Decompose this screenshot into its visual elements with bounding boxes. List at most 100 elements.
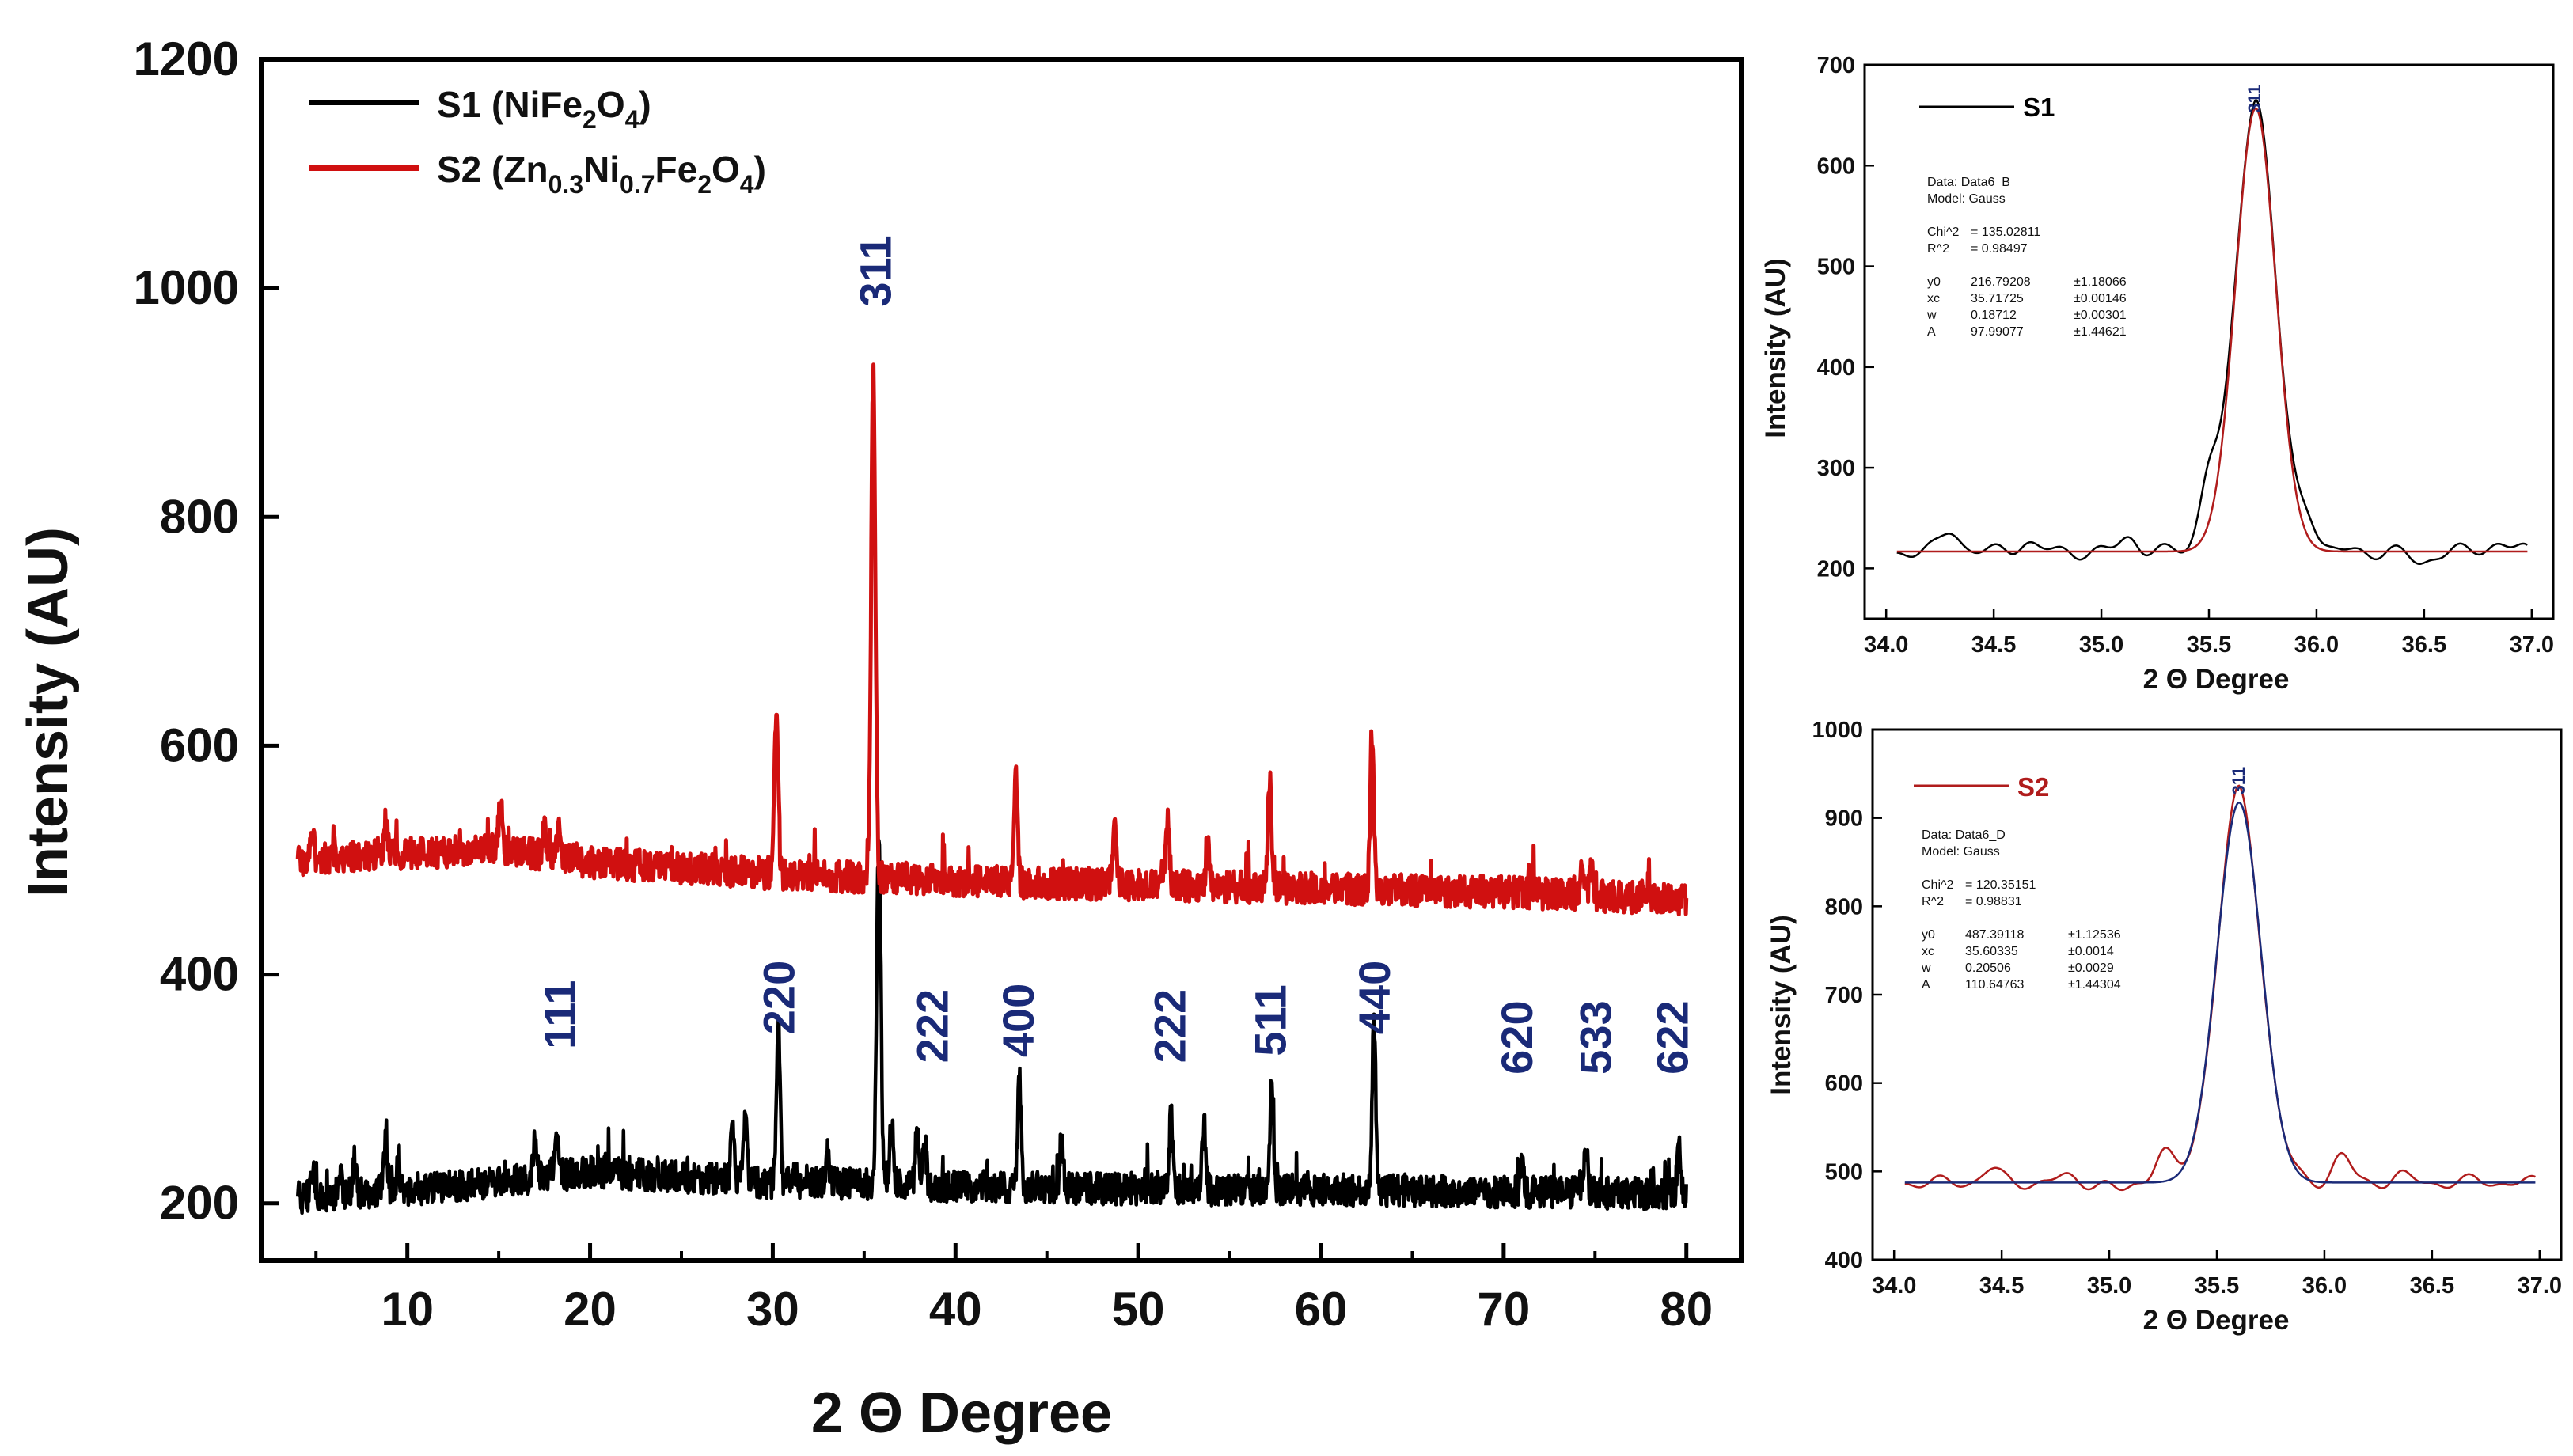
legend-s1-label: S1 (NiFe2O4) (437, 84, 651, 134)
fit-info-cell: ±0.00301 (2074, 309, 2127, 322)
fit-y-tick-label: 400 (1817, 355, 1855, 381)
legend-s2-mid2: Fe (655, 149, 698, 190)
fit-s2-ticks: 34.0 34.5 35.0 35.5 36.0 36.5 37.0 400 500 600 700… (1812, 718, 2562, 1299)
legend-s2-end: ) (754, 149, 766, 190)
fit-info-cell: 487.39118 (1965, 928, 2025, 942)
fit-info-cell: 35.60335 (1965, 945, 2018, 958)
fit-y-tick-label: 400 (1825, 1248, 1863, 1273)
legend-s1-mid: O (597, 84, 625, 125)
legend-s1-sub2: 4 (625, 105, 639, 134)
fit-s2-legend-label: S2 (2017, 772, 2049, 802)
fit-info-cell: R^2 (1927, 242, 1949, 256)
fit-info-cell: ±0.0014 (2068, 945, 2114, 958)
fit-s2-info-block: Data: Data6_D Model: Gauss Chi^2 = 120.3515… (1921, 828, 2121, 992)
fit-info-cell: 216.79208 (1971, 275, 2031, 289)
legend-s2-text: S2 (Zn (437, 149, 548, 190)
fit-y-tick-label: 600 (1817, 154, 1855, 179)
legend-s2-label: S2 (Zn0.3Ni0.7Fe2O4) (437, 149, 766, 199)
main-y-tick-label: 800 (160, 490, 239, 543)
hkl-label: 622 (1647, 1000, 1697, 1074)
fit-info-cell: A (1922, 978, 1930, 992)
fit-y-tick-label: 900 (1825, 806, 1863, 832)
fit-info-cell: = 120.35151 (1965, 878, 2036, 892)
fit-s1-plot-frame (1863, 63, 2555, 620)
fit-x-tick-label: 36.5 (2410, 1273, 2454, 1299)
legend-s2-mid3: O (712, 149, 740, 190)
hkl-label: 511 (1245, 984, 1295, 1056)
fit-info-cell: R^2 (1922, 895, 1944, 908)
fit-info-cell: ±1.18066 (2074, 275, 2127, 289)
fit-s2-chart: 34.0 34.5 35.0 35.5 36.0 36.5 37.0 400 500 600 700… (1766, 718, 2563, 1336)
main-x-axis-title: 2 Θ Degree (811, 1382, 1112, 1445)
main-hkl-labels: 311 111 220 222 400 222 511 440 620 533 622 (534, 235, 1697, 1074)
fit-x-tick-label: 37.0 (2510, 632, 2554, 658)
fit-info-cell: 110.64763 (1965, 978, 2025, 992)
fit-info-cell: xc (1922, 945, 1934, 958)
hkl-label: 220 (753, 961, 803, 1034)
main-x-tick-label: 70 (1478, 1283, 1531, 1336)
fit-x-tick-label: 35.0 (2079, 632, 2123, 658)
fit-x-tick-label: 34.5 (1971, 632, 2016, 658)
fit-y-tick-label: 700 (1825, 983, 1863, 1008)
fit-x-tick-label: 36.5 (2402, 632, 2446, 658)
fit-info-cell: y0 (1927, 275, 1941, 289)
legend-s2-sub3: 2 (697, 170, 712, 199)
main-y-tick-label: 200 (160, 1177, 239, 1230)
fit-info-cell: w (1921, 961, 1931, 975)
main-x-tick-label: 30 (746, 1283, 799, 1336)
fit-x-tick-label: 34.5 (1979, 1273, 2024, 1299)
fit-y-tick-label: 500 (1825, 1159, 1863, 1185)
fit-y-tick-label: 1000 (1812, 718, 1863, 743)
main-y-tick-label: 400 (160, 948, 239, 1001)
hkl-label: 222 (1144, 989, 1194, 1063)
main-x-tick-label: 40 (929, 1283, 982, 1336)
hkl-label: 311 (851, 235, 901, 306)
fit-info-cell: Chi^2 (1927, 226, 1960, 239)
fit-s2-x-axis-title: 2 Θ Degree (2143, 1305, 2290, 1336)
main-x-tick-label: 80 (1660, 1283, 1713, 1336)
main-x-tick-label: 20 (564, 1283, 617, 1336)
fit-info-cell: ±1.12536 (2068, 928, 2121, 942)
legend-s2-sub2: 0.7 (620, 170, 655, 199)
fit-peak-label: 311 (2245, 85, 2264, 112)
gauss-fit-line (1896, 107, 2528, 553)
fit-info-cell: Data: Data6_D (1922, 828, 2006, 842)
fit-y-tick-label: 300 (1817, 456, 1855, 481)
main-legend: S1 (NiFe2O4) S2 (Zn0.3Ni0.7Fe2O4) (309, 84, 766, 199)
fit-x-tick-label: 36.0 (2294, 632, 2339, 658)
main-xrd-chart: 10 20 30 40 50 60 70 80 200 400 600 800 1000 1200 311… (17, 32, 1744, 1445)
main-y-tick-label: 1000 (134, 261, 239, 314)
series-s2-line (295, 362, 1689, 917)
fit-info-cell: w (1926, 309, 1937, 322)
fit-s1-x-axis-title: 2 Θ Degree (2143, 664, 2290, 695)
legend-s1-sub1: 2 (583, 105, 597, 134)
fit-s2-legend: S2 (1914, 772, 2049, 802)
legend-s1-text: S1 (NiFe (437, 84, 583, 125)
fit-s1-y-axis-title: Intensity (AU) (1760, 258, 1791, 438)
fit-data-line (1896, 99, 2528, 565)
main-x-tick-label: 50 (1112, 1283, 1165, 1336)
main-x-tick-label: 60 (1295, 1283, 1348, 1336)
legend-s2-sub4: 4 (740, 170, 754, 199)
fit-info-cell: xc (1927, 292, 1940, 305)
fit-info-cell: = 0.98831 (1965, 895, 2022, 908)
fit-info-cell: ±0.00146 (2074, 292, 2127, 305)
legend-s1-end: ) (639, 84, 651, 125)
fit-info-cell: Chi^2 (1922, 878, 1954, 892)
main-plot-frame (259, 57, 1744, 1263)
fit-info-cell: Model: Gauss (1927, 192, 2006, 206)
series-s1-line (295, 839, 1688, 1215)
hkl-label: 400 (993, 984, 1043, 1057)
legend-s2-sub1: 0.3 (548, 170, 583, 199)
fit-info-cell: y0 (1922, 928, 1935, 942)
gauss-fit-line (1904, 801, 2536, 1184)
fit-y-tick-label: 500 (1817, 255, 1855, 280)
fit-y-tick-label: 800 (1825, 894, 1863, 919)
fit-s1-chart: 34.0 34.5 35.0 35.5 36.0 36.5 37.0 200 300 400 500… (1760, 53, 2555, 695)
fit-peak-label: 311 (2229, 767, 2249, 795)
main-y-tick-label: 1200 (134, 32, 239, 85)
fit-x-tick-label: 34.0 (1864, 632, 1908, 658)
fit-s1-legend-label: S1 (2023, 93, 2055, 122)
fit-info-cell: A (1927, 325, 1936, 339)
